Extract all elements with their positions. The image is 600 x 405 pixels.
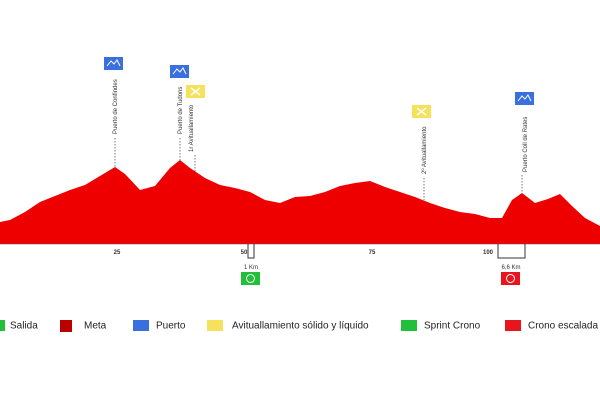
legend-label: Puerto [156,321,186,332]
elevation-profile [0,160,600,244]
marker-label: 2º Avituallamiento [421,126,428,174]
marker-label: Puerto de Tudons [178,87,184,134]
legend-label: Sprint Crono [424,321,481,332]
sprint-icon [241,272,260,285]
km-tick: 75 [369,250,376,256]
marker-label: 1r Avituallamiento [189,104,195,152]
climb-icon [501,272,520,285]
legend-swatch [207,320,223,331]
legend-swatch [505,320,521,331]
marker-label: Puerto Coll de Rates [523,117,529,172]
legend-label: Meta [84,321,107,332]
puerto-icon [104,57,123,70]
puerto-icon [515,92,534,105]
marker-label: Puerto de Confindes [113,79,119,134]
legend-label: Crono escalada [528,321,598,332]
segment-label: 6,6 Km [501,265,520,271]
legend-swatch [133,320,149,331]
km-tick: 25 [114,250,121,256]
feed-icon [186,85,205,98]
km-tick: 100 [483,250,494,256]
puerto-icon [170,65,189,78]
km-tick: 50 [241,250,248,256]
segment-bracket [247,244,255,259]
legend-swatch [60,320,72,332]
legend-swatch [0,320,5,331]
legend-label: Avituallamiento sólido y líquido [232,321,369,332]
feed-icon [412,105,431,118]
segment-bracket [497,244,526,259]
legend-swatch [401,320,417,331]
segment-label: 1 Km [244,265,258,271]
legend-label: Salida [10,321,38,332]
